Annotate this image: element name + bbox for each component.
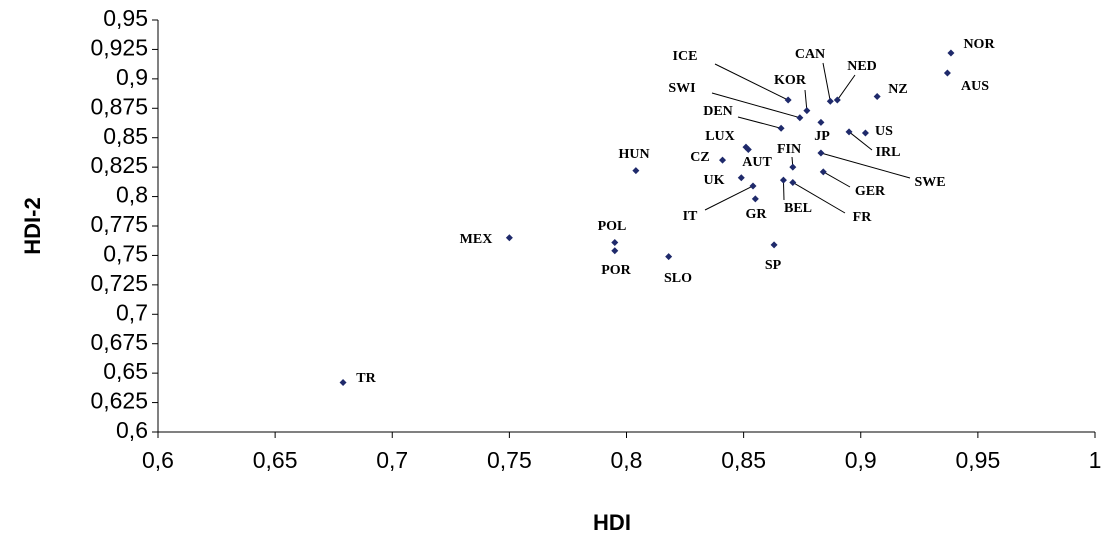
point xyxy=(777,124,785,132)
point xyxy=(833,96,841,104)
point xyxy=(784,96,792,104)
x-tick-label: 0,9 xyxy=(845,447,877,473)
x-axis-title: HDI xyxy=(593,510,631,535)
point-label: ICE xyxy=(673,49,698,64)
leader-line xyxy=(792,182,846,214)
point-label: SLO xyxy=(664,271,692,286)
leader-line xyxy=(822,62,831,102)
y-tick-label: 0,925 xyxy=(90,35,148,61)
point-label: IT xyxy=(683,209,698,224)
point xyxy=(749,182,757,190)
x-tick-label: 0,65 xyxy=(253,447,298,473)
y-tick-label: 0,65 xyxy=(103,358,148,384)
leader-line xyxy=(711,92,800,119)
y-tick-label: 0,6 xyxy=(116,417,148,443)
point-label: GR xyxy=(746,207,768,222)
y-tick-label: 0,85 xyxy=(103,123,148,149)
point xyxy=(861,129,869,137)
point-label: BEL xyxy=(784,201,812,216)
point-label: FIN xyxy=(777,142,801,157)
point-label: CZ xyxy=(690,150,709,165)
point-label: AUS xyxy=(961,79,989,94)
point-label: CAN xyxy=(795,47,825,62)
x-tick-label: 0,85 xyxy=(721,447,766,473)
x-tick-label: 0,7 xyxy=(376,447,408,473)
point xyxy=(779,176,787,184)
point-label: LUX xyxy=(705,129,735,144)
point-label: SP xyxy=(765,258,782,273)
point xyxy=(947,49,955,57)
point xyxy=(803,107,811,115)
y-tick-label: 0,75 xyxy=(103,241,148,267)
point xyxy=(789,163,797,171)
x-tick-label: 0,8 xyxy=(611,447,643,473)
y-tick-label: 0,8 xyxy=(116,182,148,208)
point-label: AUT xyxy=(742,155,772,170)
point xyxy=(632,167,640,175)
point-label: JP xyxy=(814,129,830,144)
leader-line xyxy=(820,152,911,179)
y-tick-label: 0,875 xyxy=(90,93,148,119)
point xyxy=(789,178,797,186)
y-tick-label: 0,625 xyxy=(90,388,148,414)
leader-line xyxy=(836,74,856,101)
point xyxy=(943,69,951,77)
leader-line xyxy=(804,89,808,111)
point-label: TR xyxy=(356,371,376,386)
x-tick-label: 0,75 xyxy=(487,447,532,473)
point-label: IRL xyxy=(876,145,901,160)
point-label: SWI xyxy=(668,81,695,96)
point xyxy=(744,145,752,153)
leader-line xyxy=(823,171,851,188)
point-label: HUN xyxy=(618,147,649,162)
point-label: US xyxy=(875,124,893,139)
point xyxy=(796,114,804,122)
point xyxy=(845,128,853,136)
leader-line xyxy=(848,131,873,151)
point xyxy=(751,195,759,203)
y-tick-label: 0,825 xyxy=(90,152,148,178)
y-tick-label: 0,675 xyxy=(90,329,148,355)
point xyxy=(817,149,825,157)
leader-line xyxy=(714,63,789,101)
point xyxy=(826,97,834,105)
point xyxy=(819,168,827,176)
point xyxy=(770,241,778,249)
point-label: GER xyxy=(855,184,886,199)
point xyxy=(817,118,825,126)
y-tick-label: 0,775 xyxy=(90,211,148,237)
y-tick-label: 0,9 xyxy=(116,64,148,90)
x-tick-label: 1 xyxy=(1089,447,1102,473)
point xyxy=(873,93,881,101)
y-tick-label: 0,95 xyxy=(103,5,148,31)
point xyxy=(611,238,619,246)
point-label: UK xyxy=(704,173,725,188)
point-label: MEX xyxy=(460,232,493,247)
point xyxy=(719,156,727,164)
leader-line xyxy=(737,116,782,129)
point-label: POL xyxy=(598,219,627,234)
y-tick-label: 0,725 xyxy=(90,270,148,296)
point-label: SWE xyxy=(914,175,945,190)
y-axis-title: HDI-2 xyxy=(20,197,45,254)
leader-line xyxy=(704,185,754,211)
point xyxy=(611,247,619,255)
point-label: FR xyxy=(853,210,873,225)
x-tick-label: 0,6 xyxy=(142,447,174,473)
point-label: POR xyxy=(601,263,631,278)
point-label: DEN xyxy=(703,104,733,119)
point xyxy=(505,234,513,242)
x-tick-label: 0,95 xyxy=(955,447,1000,473)
point xyxy=(339,379,347,387)
point-label: KOR xyxy=(774,73,807,88)
point xyxy=(737,174,745,182)
point-label: NZ xyxy=(888,82,907,97)
point-label: NOR xyxy=(963,37,995,52)
y-tick-label: 0,7 xyxy=(116,299,148,325)
point xyxy=(665,253,673,261)
point-label: NED xyxy=(847,59,877,74)
